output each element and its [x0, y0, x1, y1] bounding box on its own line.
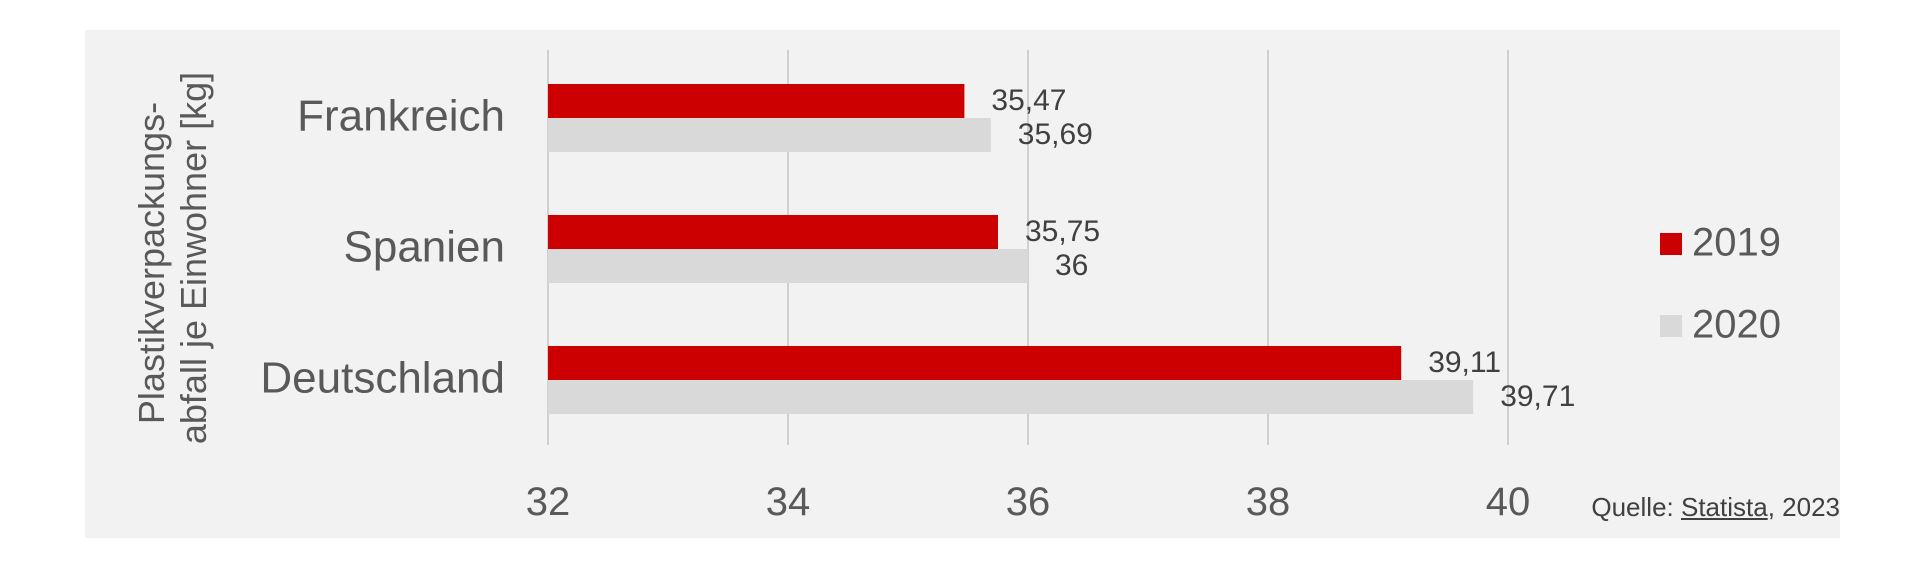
data-label: 39,71 — [1500, 380, 1575, 413]
data-label: 35,75 — [1025, 215, 1100, 248]
source-note: Quelle: Statista, 2023 — [1591, 492, 1840, 523]
category-label: Deutschland — [260, 354, 505, 403]
x-tick-label: 40 — [1486, 480, 1531, 524]
category-labels: Frankreich Spanien Deutschland — [260, 92, 505, 403]
bar-2020 — [548, 249, 1028, 283]
data-label: 35,69 — [1018, 118, 1093, 151]
x-axis-ticks: 32 34 36 38 40 — [526, 480, 1531, 524]
y-axis-label: Plastikverpackungs- abfall je Einwohner … — [131, 72, 214, 444]
x-tick-label: 36 — [1006, 480, 1051, 524]
y-axis-label-line-2: abfall je Einwohner [kg] — [173, 72, 214, 444]
data-label: 36 — [1055, 249, 1088, 282]
bar-2019 — [548, 346, 1402, 380]
legend: 2019 2020 — [1660, 221, 1781, 347]
legend-swatch-2020 — [1660, 315, 1682, 337]
bar-2020 — [548, 118, 991, 152]
bar-2019 — [548, 84, 965, 118]
bar-2019 — [548, 215, 998, 249]
x-tick-label: 34 — [766, 480, 811, 524]
data-label: 35,47 — [991, 84, 1066, 117]
source-link[interactable]: Statista — [1680, 492, 1768, 522]
data-label: 39,11 — [1428, 346, 1501, 379]
legend-swatch-2019 — [1660, 233, 1682, 255]
bars — [548, 84, 1474, 414]
x-tick-label: 32 — [526, 480, 571, 524]
legend-label-2020: 2020 — [1692, 303, 1781, 347]
source-suffix: , 2023 — [1767, 492, 1840, 522]
y-axis-label-line-1: Plastikverpackungs- — [131, 102, 172, 424]
source-prefix: Quelle: — [1591, 492, 1681, 522]
bar-2020 — [548, 380, 1474, 414]
legend-label-2019: 2019 — [1692, 221, 1781, 265]
category-label: Frankreich — [297, 92, 505, 141]
x-tick-label: 38 — [1246, 480, 1291, 524]
category-label: Spanien — [344, 223, 505, 272]
